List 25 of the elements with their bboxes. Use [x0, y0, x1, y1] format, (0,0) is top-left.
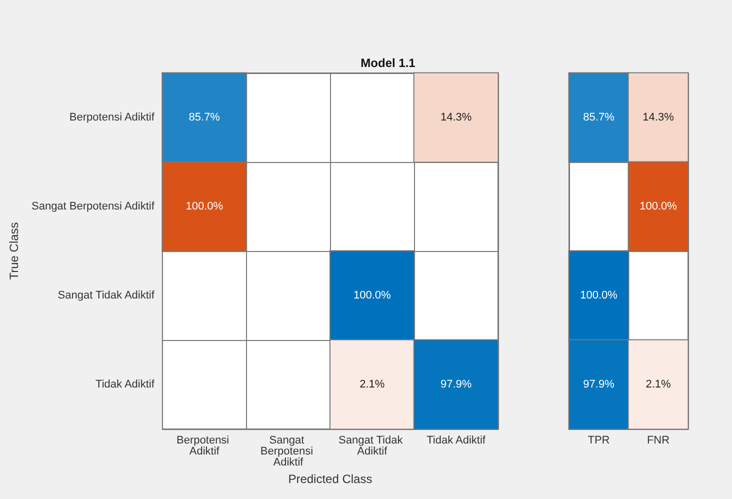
y-tick-label: Tidak Adiktif: [96, 378, 156, 390]
y-tick-label: Berpotensi Adiktif: [69, 112, 156, 124]
data-label: 100.0%: [186, 200, 224, 212]
data-label: 100.0%: [640, 200, 678, 212]
data-label: 100.0%: [354, 290, 392, 302]
x-tick-label: Sangat Berpotensi Adiktif: [260, 434, 316, 468]
y-tick-label: Sangat Tidak Adiktif: [58, 290, 156, 302]
data-label: 14.3%: [440, 112, 472, 124]
chart-title: Model 1.1: [360, 56, 416, 70]
data-label: 97.9%: [440, 378, 472, 390]
data-label: 100.0%: [580, 290, 618, 302]
y-axis-title: True Class: [7, 222, 21, 280]
x-axis-title: Predicted Class: [288, 472, 372, 486]
x-tick-label: Tidak Adiktif: [426, 434, 486, 446]
x-tick-label: Sangat Tidak Adiktif: [338, 434, 406, 458]
data-label: 14.3%: [642, 112, 674, 124]
data-label: 85.7%: [583, 112, 615, 124]
x-tick-label: TPR: [588, 434, 610, 446]
data-label: 85.7%: [188, 112, 220, 124]
x-tick-label: FNR: [646, 434, 670, 446]
x-tick-label: Berpotensi Adiktif: [176, 434, 232, 458]
data-label: 97.9%: [583, 378, 615, 390]
y-tick-label: Sangat Berpotensi Adiktif: [31, 200, 156, 212]
data-label: 2.1%: [646, 378, 671, 390]
data-label: 2.1%: [360, 378, 385, 390]
